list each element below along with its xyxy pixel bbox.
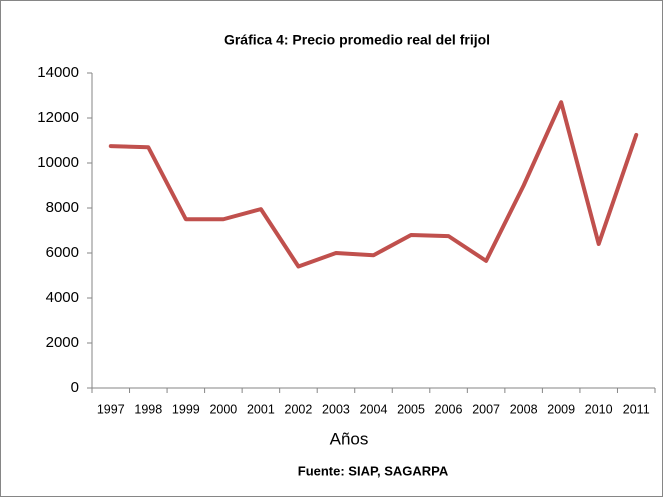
x-tick-label: 2004	[360, 402, 388, 416]
y-tick-label: 6000	[46, 244, 79, 261]
x-tick-label: 2011	[623, 402, 650, 416]
x-tick-label: 2010	[585, 402, 613, 416]
x-tick-label: 2001	[247, 402, 275, 416]
x-tick-label: 2006	[435, 402, 463, 416]
x-tick-label: 2007	[472, 402, 500, 416]
x-tick-label: 2005	[397, 402, 425, 416]
x-tick-label: 2003	[322, 402, 350, 416]
x-tick-label: 1999	[172, 402, 200, 416]
x-tick-label: 1997	[97, 402, 125, 416]
y-tick-label: 8000	[46, 199, 79, 216]
chart-title: Gráfica 4: Precio promedio real del frij…	[224, 32, 490, 48]
y-tick-label: 2000	[46, 334, 79, 351]
y-tick-label: 10000	[37, 154, 79, 171]
x-tick-label: 2002	[285, 402, 313, 416]
x-axis-label: Años	[330, 429, 369, 448]
x-tick-label: 2008	[510, 402, 538, 416]
y-tick-label: 14000	[37, 64, 79, 81]
x-tick-label: 2000	[209, 402, 237, 416]
x-tick-label: 2009	[547, 402, 575, 416]
y-tick-label: 12000	[37, 109, 79, 126]
x-tick-label: 1998	[134, 402, 162, 416]
y-tick-label: 4000	[46, 289, 79, 306]
y-tick-label: 0	[71, 379, 79, 396]
source-note: Fuente: SIAP, SAGARPA	[298, 463, 449, 478]
data-line	[108, 100, 639, 269]
